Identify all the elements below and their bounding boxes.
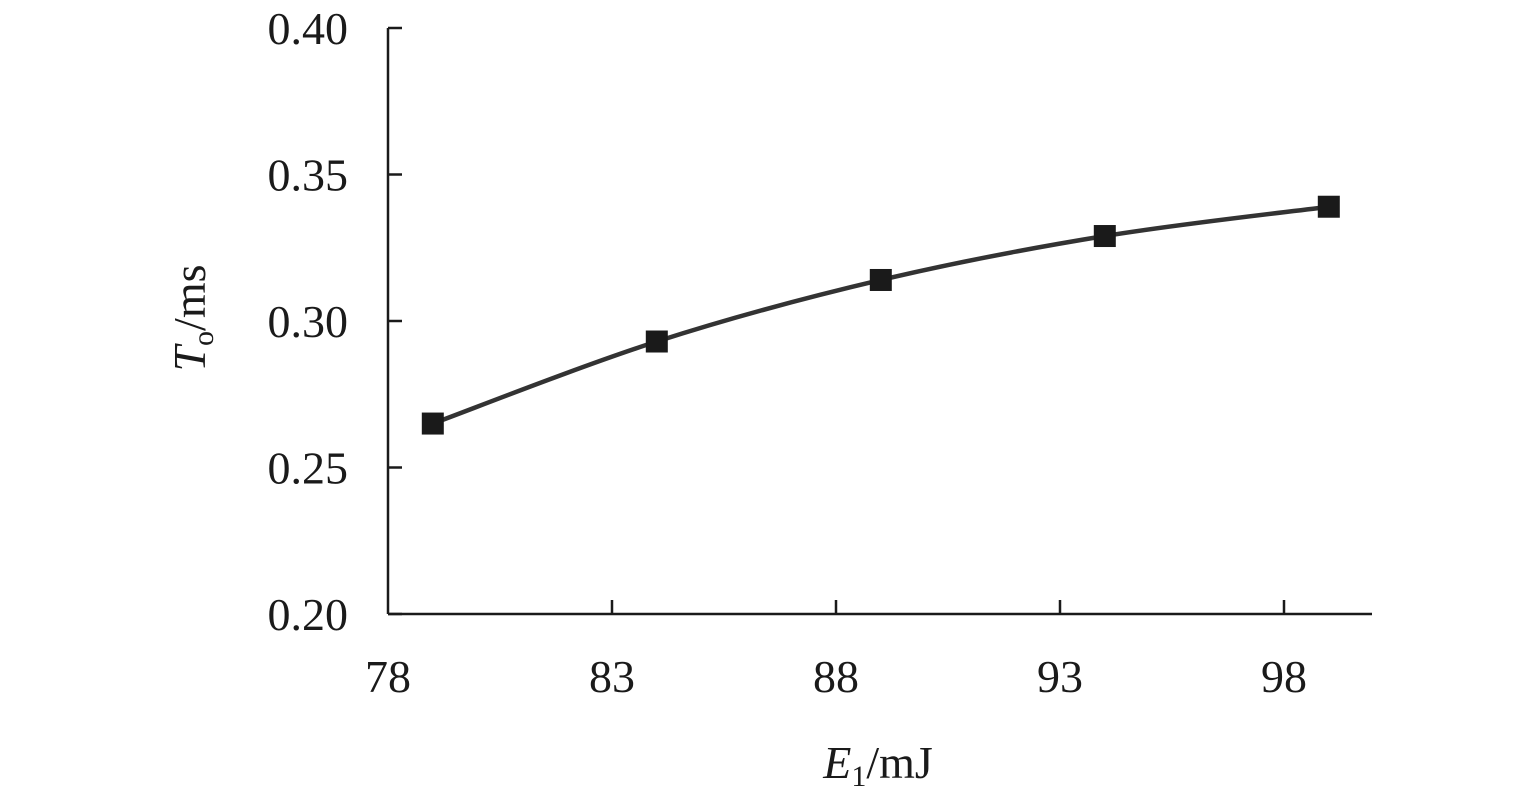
y-tick-label: 0.40 bbox=[268, 3, 349, 54]
x-tick-label: 93 bbox=[1037, 651, 1083, 702]
x-tick-label: 98 bbox=[1261, 651, 1307, 702]
axes bbox=[386, 28, 1372, 616]
data-point-marker bbox=[869, 268, 892, 291]
x-axis-symbol: E bbox=[822, 737, 851, 788]
data-point-marker bbox=[645, 330, 668, 353]
y-axis-symbol: T bbox=[164, 343, 215, 372]
y-tick-label: 0.35 bbox=[268, 150, 349, 201]
x-axis-unit: /mJ bbox=[866, 737, 932, 788]
y-axis-unit: /ms bbox=[164, 264, 215, 330]
x-axis-title: E1/mJ bbox=[822, 737, 933, 793]
data-point-marker bbox=[1317, 195, 1340, 218]
x-axis-subscript: 1 bbox=[851, 760, 866, 793]
x-tick-label: 78 bbox=[365, 651, 411, 702]
x-ticks: 78 83 88 93 98 bbox=[365, 600, 1307, 702]
data-point-marker bbox=[1093, 225, 1116, 248]
series-line bbox=[432, 204, 1330, 426]
y-tick-label: 0.20 bbox=[268, 589, 349, 640]
x-tick-label: 88 bbox=[813, 651, 859, 702]
y-axis-subscript: o bbox=[187, 331, 220, 346]
series-group bbox=[421, 195, 1340, 435]
y-tick-label: 0.30 bbox=[268, 296, 349, 347]
data-point-marker bbox=[421, 412, 444, 435]
y-axis-title: To/ms bbox=[164, 264, 220, 371]
y-ticks: 0.20 0.25 0.30 0.35 0.40 bbox=[268, 3, 402, 640]
y-tick-label: 0.25 bbox=[268, 443, 349, 494]
x-tick-label: 83 bbox=[589, 651, 635, 702]
